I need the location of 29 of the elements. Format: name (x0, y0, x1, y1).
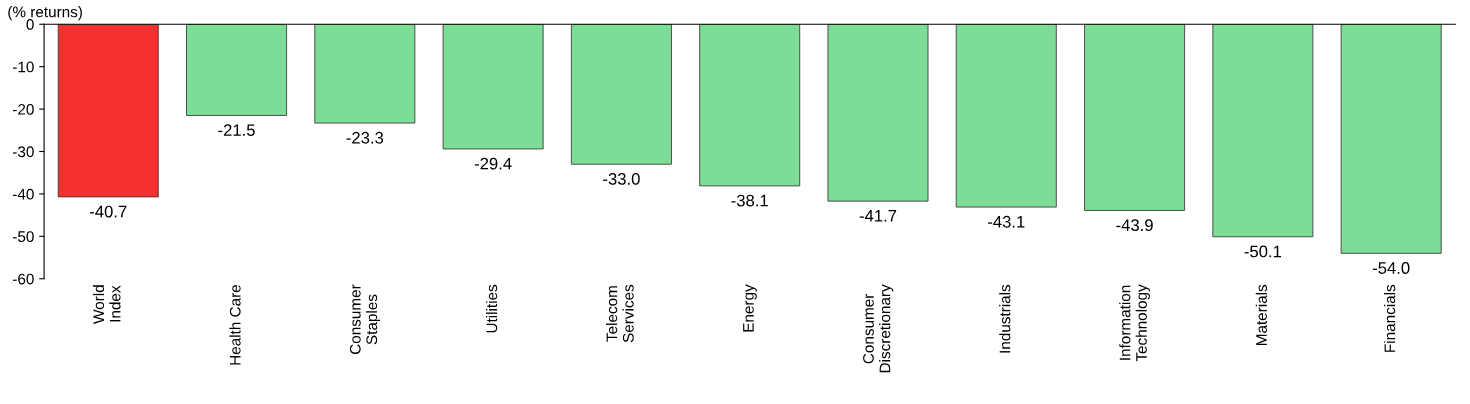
y-tick-label: -30 (12, 146, 34, 158)
x-tick-label: Energy (743, 284, 757, 332)
data-label: -40.7 (89, 205, 127, 218)
data-label: -50.1 (1244, 245, 1282, 258)
data-label: -33.0 (603, 173, 640, 185)
data-label: -43.1 (988, 215, 1025, 228)
x-tick-label: Industrials (999, 284, 1011, 353)
data-label: -38.1 (731, 194, 768, 207)
x-tick-label: Utilities (486, 284, 498, 333)
x-tick-label: Materials (1255, 284, 1267, 346)
data-label: -54.0 (1372, 262, 1410, 274)
x-tick-label: World Index (92, 285, 121, 324)
y-tick-label: -20 (12, 103, 34, 115)
x-tick-label: Consumer Staples (349, 284, 381, 355)
x-tick-label: Financials (1384, 284, 1396, 352)
x-tick-label: Health Care (229, 284, 241, 365)
x-tick-label: Information Technology (1119, 284, 1150, 362)
y-tick-label: -60 (12, 273, 34, 285)
data-label: -29.4 (474, 157, 512, 170)
x-tick-label: Consumer Discretionary (863, 284, 894, 373)
data-label: -23.3 (346, 131, 384, 144)
y-tick-label: -10 (12, 61, 34, 73)
data-label: -21.5 (218, 124, 255, 137)
y-tick-label: 0 (26, 19, 34, 30)
data-label: -43.9 (1116, 219, 1153, 232)
y-tick-label: -40 (12, 188, 34, 200)
x-tick-label: Telecom Services (606, 284, 634, 343)
y-tick-label: -50 (12, 231, 34, 243)
data-label: -41.7 (859, 210, 897, 222)
